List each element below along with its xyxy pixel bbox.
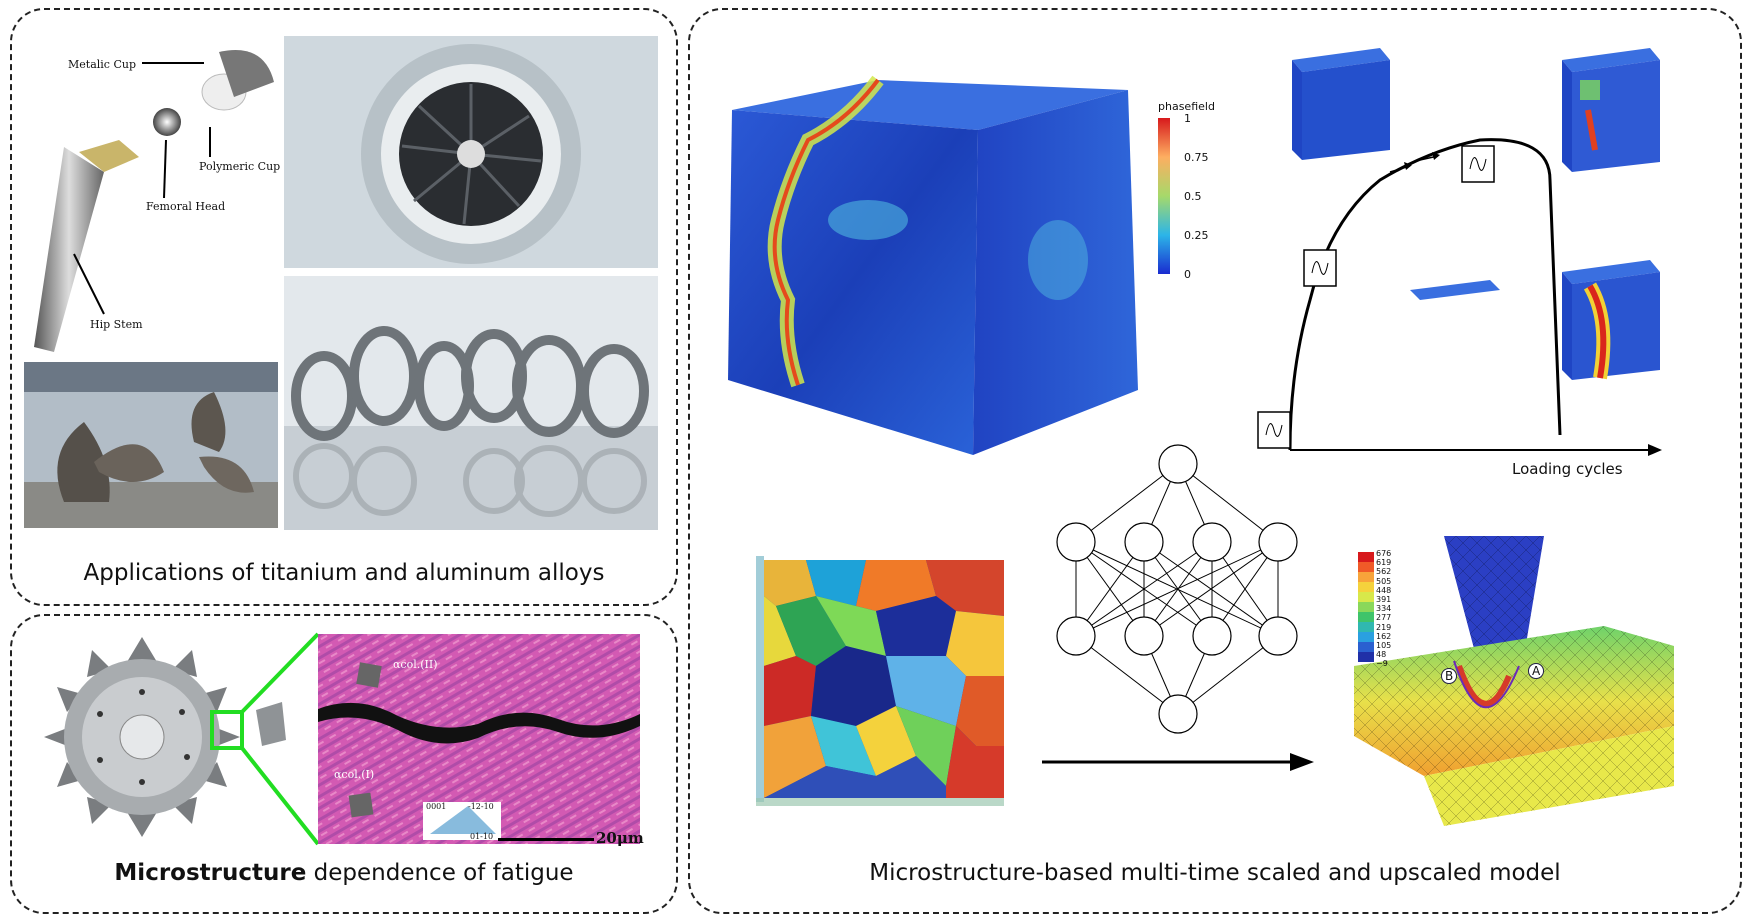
turbine-disk-image bbox=[42, 632, 242, 842]
femoral-head-label: Femoral Head bbox=[146, 200, 226, 213]
upscale-arrow bbox=[1042, 753, 1314, 771]
hip-implant-image: Metalic Cup Polymeric Cup Femoral Head H… bbox=[24, 22, 282, 360]
fe-tick: 105 bbox=[1376, 641, 1392, 651]
phasefield-tick-0: 0 bbox=[1184, 268, 1191, 281]
polymeric-cup-label: Polymeric Cup bbox=[199, 160, 281, 173]
alpha-label-2: αcol.(I) bbox=[334, 768, 375, 781]
scale-bar-line bbox=[498, 838, 594, 841]
fe-tick: 334 bbox=[1376, 604, 1392, 614]
fe-legend-ticks: 676 619 562 505 448 391 334 277 219 162 … bbox=[1376, 549, 1391, 669]
fe-tick: 391 bbox=[1376, 595, 1392, 605]
propeller-image bbox=[24, 362, 278, 528]
ipf-top-left: 0001 bbox=[426, 802, 447, 811]
fe-tick: 219 bbox=[1376, 622, 1392, 632]
phasefield-title: phasefield bbox=[1158, 100, 1215, 113]
fe-tick: 505 bbox=[1376, 576, 1392, 586]
phasefield-tick-05: 0.5 bbox=[1184, 190, 1202, 203]
fe-tick: 619 bbox=[1376, 558, 1392, 568]
model-caption: Microstructure-based multi-time scaled a… bbox=[869, 860, 1561, 886]
microstructure-panel bbox=[10, 614, 678, 914]
jet-engine-image bbox=[284, 36, 658, 268]
fe-tick: −9 bbox=[1376, 659, 1388, 669]
hip-arrows bbox=[73, 62, 211, 315]
phasefield-tick-025: 0.25 bbox=[1184, 229, 1209, 242]
alpha-label-1: αcol.(II) bbox=[393, 658, 438, 671]
phasefield-tick-1: 1 bbox=[1184, 112, 1191, 125]
microstructure-caption-rest: dependence of fatigue bbox=[306, 860, 574, 886]
loading-cycles-label: Loading cycles bbox=[1512, 460, 1623, 478]
ipf-top-right: -12-10 bbox=[468, 802, 494, 811]
bearings-image bbox=[284, 276, 658, 530]
blade-fragment-image bbox=[256, 702, 286, 746]
fe-tick: 277 bbox=[1376, 613, 1392, 623]
grain-microstructure-cube bbox=[756, 556, 1004, 806]
microstructure-caption: Microstructure dependence of fatigue bbox=[10, 860, 678, 886]
fe-tick: 562 bbox=[1376, 567, 1392, 577]
ebsd-map-image: αcol.(II) αcol.(I) 0001 -12-10 01-10 bbox=[318, 634, 640, 844]
hip-stem-label: Hip Stem bbox=[90, 318, 143, 331]
microstructure-caption-bold: Microstructure bbox=[114, 860, 307, 886]
applications-panel bbox=[10, 8, 678, 606]
zoom-connector bbox=[210, 632, 320, 846]
fe-tick: 48 bbox=[1376, 650, 1387, 660]
phasefield-tick-075: 0.75 bbox=[1184, 151, 1209, 164]
fe-tick: 448 bbox=[1376, 585, 1392, 595]
model-panel bbox=[688, 8, 1742, 914]
fe-marker-a: A bbox=[1528, 663, 1545, 679]
fe-tick: 162 bbox=[1376, 631, 1392, 641]
fe-tick: 676 bbox=[1376, 549, 1392, 558]
applications-caption: Applications of titanium and aluminum al… bbox=[83, 560, 605, 586]
neural-network-diagram bbox=[1056, 444, 1298, 734]
phasefield-colorbar bbox=[1158, 118, 1170, 274]
damage-curve-diagram bbox=[1257, 48, 1662, 456]
fe-model-image bbox=[1354, 536, 1674, 826]
metallic-cup-label: Metalic Cup bbox=[68, 58, 136, 71]
ipf-bottom: 01-10 bbox=[470, 832, 494, 841]
fe-marker-b: B bbox=[1441, 668, 1458, 684]
phasefield-cube bbox=[728, 75, 1138, 455]
scale-bar-label: 20μm bbox=[596, 829, 644, 847]
